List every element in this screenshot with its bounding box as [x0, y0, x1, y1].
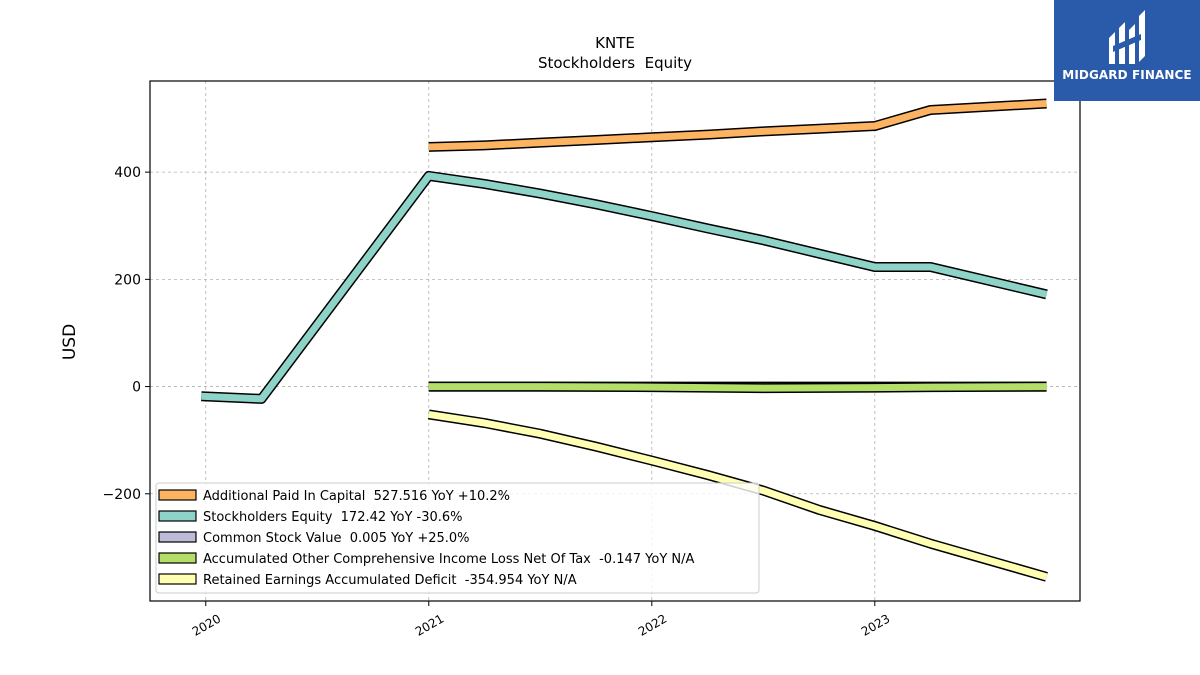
midgard-finance-logo: MIDGARD FINANCE: [1054, 0, 1200, 101]
legend-box: [155, 482, 760, 594]
y-tick-label: −200: [103, 487, 141, 503]
plot-frame: [149, 80, 1081, 602]
y-tick-label: 200: [114, 272, 141, 288]
chart-title: KNTE: [595, 34, 635, 52]
y-axis-label: USD: [60, 324, 80, 360]
y-tick-label: 0: [132, 380, 141, 396]
midgard-logo-icon: [1109, 10, 1145, 64]
legend-label: Stockholders Equity 172.42 YoY -30.6%: [203, 510, 463, 525]
legend-swatch: [158, 510, 197, 522]
legend-swatch: [158, 489, 197, 501]
legend-label: Accumulated Other Comprehensive Income L…: [203, 552, 694, 567]
series-lines: [201, 98, 1048, 582]
legend-swatch: [158, 531, 197, 543]
series-line: [428, 383, 1047, 392]
legend-swatch: [158, 573, 197, 585]
x-tick-label: 2021: [413, 611, 446, 638]
y-tick-label: 400: [114, 165, 141, 181]
series-line: [428, 410, 1048, 581]
legend-swatch: [158, 552, 197, 564]
axis-ticks: 400 200 0 −200 2020 2021 2022 2023: [103, 165, 893, 639]
legend: Additional Paid In Capital 527.516 YoY +…: [155, 482, 760, 594]
x-tick-label: 2022: [636, 611, 669, 638]
legend-label: Common Stock Value 0.005 YoY +25.0%: [203, 531, 470, 546]
x-tick-label: 2023: [859, 611, 892, 638]
legend-label: Additional Paid In Capital 527.516 YoY +…: [203, 489, 510, 504]
series-line: [201, 172, 1048, 403]
legend-label: Retained Earnings Accumulated Deficit -3…: [203, 573, 577, 588]
logo-text: MIDGARD FINANCE: [1062, 68, 1192, 82]
series-line: [428, 100, 1047, 151]
chart-subtitle: Stockholders Equity: [538, 54, 692, 72]
x-tick-label: 2020: [190, 611, 223, 638]
